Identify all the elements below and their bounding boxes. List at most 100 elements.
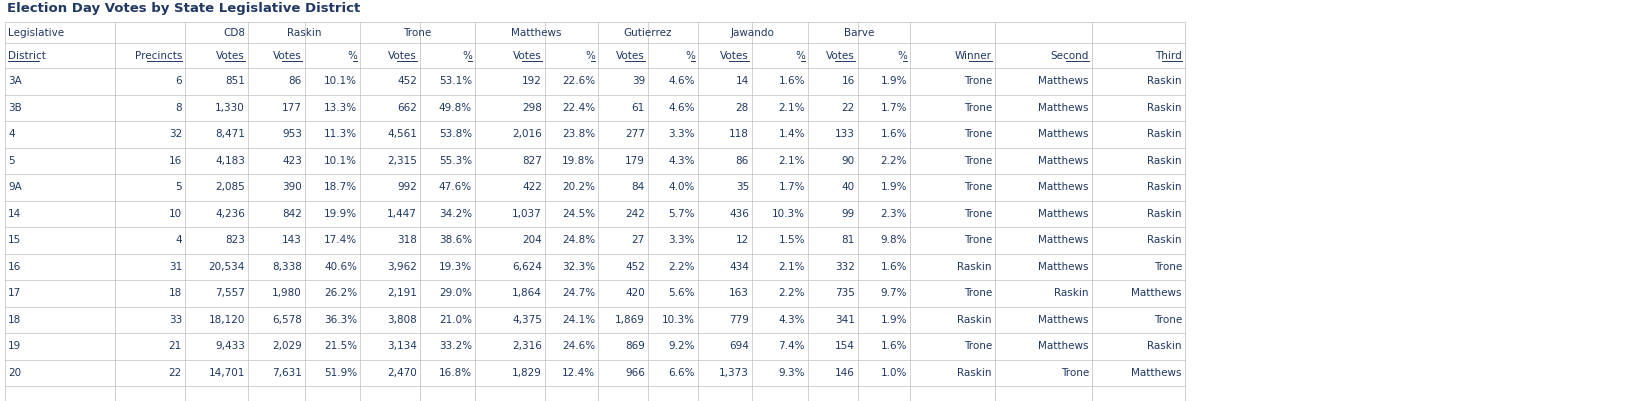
Text: Trone: Trone (1154, 315, 1182, 325)
Text: 20: 20 (8, 368, 21, 378)
Text: 179: 179 (625, 156, 645, 166)
Text: 4: 4 (176, 235, 183, 245)
Text: 662: 662 (397, 103, 416, 113)
Text: 26.2%: 26.2% (324, 288, 357, 298)
Text: Jawando: Jawando (731, 28, 775, 38)
Text: %: % (347, 51, 357, 61)
Text: 1.7%: 1.7% (779, 182, 805, 192)
Text: 420: 420 (625, 288, 645, 298)
Text: Matthews: Matthews (1039, 341, 1090, 351)
Text: 953: 953 (281, 129, 301, 139)
Text: Votes: Votes (273, 51, 301, 61)
Text: 18,120: 18,120 (209, 315, 245, 325)
Text: 2.2%: 2.2% (668, 262, 695, 272)
Text: 38.6%: 38.6% (439, 235, 472, 245)
Text: 10.3%: 10.3% (662, 315, 695, 325)
Text: 2,315: 2,315 (387, 156, 416, 166)
Text: 31: 31 (170, 262, 183, 272)
Text: 163: 163 (729, 288, 749, 298)
Text: 436: 436 (729, 209, 749, 219)
Text: Raskin: Raskin (1147, 129, 1182, 139)
Text: 2,085: 2,085 (216, 182, 245, 192)
Text: 4.3%: 4.3% (668, 156, 695, 166)
Text: 6,578: 6,578 (272, 315, 301, 325)
Text: 4.6%: 4.6% (668, 103, 695, 113)
Text: 1.0%: 1.0% (881, 368, 907, 378)
Text: 118: 118 (729, 129, 749, 139)
Text: Votes: Votes (388, 51, 416, 61)
Text: 32.3%: 32.3% (561, 262, 594, 272)
Text: 452: 452 (397, 76, 416, 86)
Text: 10: 10 (170, 209, 183, 219)
Text: 2,316: 2,316 (512, 341, 542, 351)
Text: Legislative: Legislative (8, 28, 64, 38)
Text: %: % (897, 51, 907, 61)
Text: Raskin: Raskin (1147, 103, 1182, 113)
Text: 16: 16 (8, 262, 21, 272)
Text: 1,037: 1,037 (512, 209, 542, 219)
Text: 40.6%: 40.6% (324, 262, 357, 272)
Text: 22.4%: 22.4% (561, 103, 594, 113)
Text: 86: 86 (736, 156, 749, 166)
Text: 12: 12 (736, 235, 749, 245)
Text: 19.9%: 19.9% (324, 209, 357, 219)
Text: Raskin: Raskin (1147, 182, 1182, 192)
Text: 15: 15 (8, 235, 21, 245)
Text: Matthews: Matthews (1039, 315, 1090, 325)
Text: Raskin: Raskin (1147, 235, 1182, 245)
Text: 7.4%: 7.4% (779, 341, 805, 351)
Text: 4.0%: 4.0% (668, 182, 695, 192)
Text: 22: 22 (170, 368, 183, 378)
Text: 9.7%: 9.7% (881, 288, 907, 298)
Text: 2.2%: 2.2% (779, 288, 805, 298)
Text: 5: 5 (176, 182, 183, 192)
Text: 16: 16 (170, 156, 183, 166)
Text: Matthews: Matthews (1039, 129, 1090, 139)
Text: 422: 422 (522, 182, 542, 192)
Text: 24.5%: 24.5% (561, 209, 594, 219)
Text: Trone: Trone (965, 235, 993, 245)
Text: 8,338: 8,338 (272, 262, 301, 272)
Text: 23.8%: 23.8% (561, 129, 594, 139)
Text: Votes: Votes (514, 51, 542, 61)
Text: 19.3%: 19.3% (439, 262, 472, 272)
Text: 17.4%: 17.4% (324, 235, 357, 245)
Text: 3A: 3A (8, 76, 21, 86)
Text: Raskin: Raskin (1055, 288, 1090, 298)
Text: Barve: Barve (844, 28, 874, 38)
Text: 33: 33 (170, 315, 183, 325)
Text: 39: 39 (632, 76, 645, 86)
Text: 1,980: 1,980 (272, 288, 301, 298)
Text: Trone: Trone (965, 341, 993, 351)
Text: Matthews: Matthews (1039, 182, 1090, 192)
Text: 1,330: 1,330 (216, 103, 245, 113)
Text: 5.6%: 5.6% (668, 288, 695, 298)
Text: 24.7%: 24.7% (561, 288, 594, 298)
Text: CD8: CD8 (222, 28, 245, 38)
Text: 4,561: 4,561 (387, 129, 416, 139)
Text: 18: 18 (170, 288, 183, 298)
Text: 6,624: 6,624 (512, 262, 542, 272)
Text: 49.8%: 49.8% (439, 103, 472, 113)
Text: %: % (795, 51, 805, 61)
Text: 277: 277 (625, 129, 645, 139)
Text: 242: 242 (625, 209, 645, 219)
Text: 992: 992 (397, 182, 416, 192)
Text: 11.3%: 11.3% (324, 129, 357, 139)
Text: 204: 204 (522, 235, 542, 245)
Text: 390: 390 (281, 182, 301, 192)
Text: Votes: Votes (721, 51, 749, 61)
Text: 12.4%: 12.4% (561, 368, 594, 378)
Text: 29.0%: 29.0% (439, 288, 472, 298)
Text: Raskin: Raskin (1147, 156, 1182, 166)
Text: Matthews: Matthews (1131, 288, 1182, 298)
Text: 177: 177 (281, 103, 301, 113)
Text: 3,808: 3,808 (387, 315, 416, 325)
Text: 332: 332 (835, 262, 854, 272)
Text: 10.3%: 10.3% (772, 209, 805, 219)
Text: 18: 18 (8, 315, 21, 325)
Text: 51.9%: 51.9% (324, 368, 357, 378)
Text: Winner: Winner (955, 51, 993, 61)
Text: 10.1%: 10.1% (324, 76, 357, 86)
Text: 34.2%: 34.2% (439, 209, 472, 219)
